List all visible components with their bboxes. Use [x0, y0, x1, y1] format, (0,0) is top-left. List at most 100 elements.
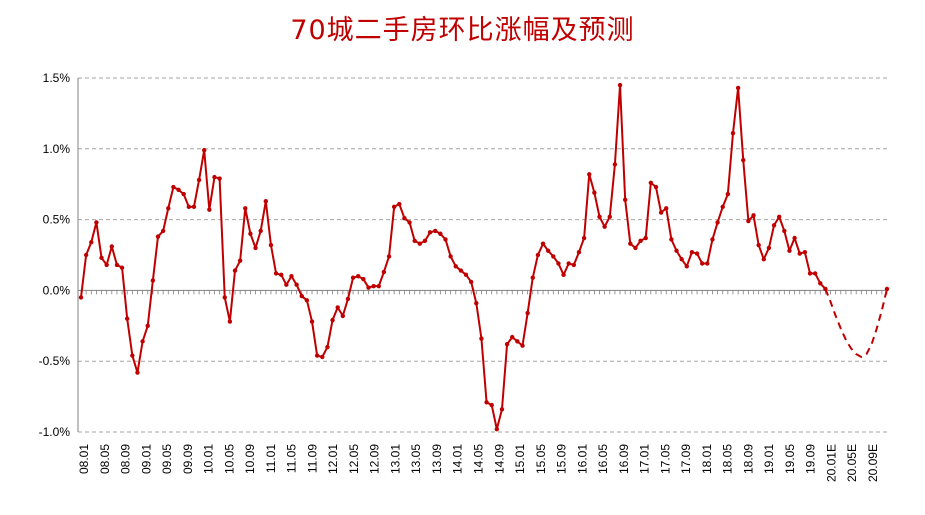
x-tick-label: 16.01	[575, 444, 589, 474]
data-point	[99, 255, 104, 261]
data-point	[607, 214, 612, 219]
data-point	[807, 271, 813, 276]
x-tick-label: 08.09	[119, 444, 133, 474]
data-point	[474, 300, 479, 306]
data-point	[597, 214, 602, 219]
x-tick-label: 15.01	[513, 444, 527, 474]
x-tick-label: 15.05	[534, 444, 548, 474]
data-point	[181, 191, 186, 197]
x-tick-label: 12.05	[347, 444, 361, 474]
data-point	[125, 316, 130, 321]
y-tick-label: 1.5%	[43, 71, 71, 85]
data-point	[525, 310, 530, 316]
x-tick-label: 11.01	[264, 444, 278, 473]
data-point	[818, 281, 823, 286]
data-point	[212, 174, 217, 180]
data-point	[787, 248, 792, 253]
data-point	[135, 370, 140, 375]
x-tick-label: 09.09	[181, 444, 195, 474]
data-point	[535, 252, 541, 258]
series-points	[78, 82, 890, 432]
series-line-forecast	[824, 288, 888, 359]
x-tick-label: 17.09	[679, 444, 693, 474]
data-point	[268, 242, 274, 248]
data-point	[109, 244, 115, 249]
data-point	[78, 295, 84, 300]
data-point	[633, 245, 638, 251]
x-tick-label: 14.09	[492, 444, 506, 474]
x-tick-label: 11.09	[305, 444, 319, 473]
data-point	[227, 319, 233, 324]
x-tick-label: 18.05	[721, 444, 735, 474]
x-tick-label: 17.05	[658, 444, 672, 474]
data-point	[530, 275, 535, 280]
data-point	[207, 207, 212, 212]
data-point	[587, 172, 592, 177]
y-tick-label: 0.5%	[43, 213, 71, 227]
data-point	[119, 265, 125, 270]
data-point	[643, 235, 648, 241]
data-point	[217, 176, 222, 181]
data-point	[715, 220, 720, 225]
data-point	[155, 234, 161, 239]
data-point	[448, 254, 453, 259]
x-tick-label: 11.05	[285, 444, 299, 473]
data-point	[417, 241, 423, 246]
data-point	[612, 162, 618, 167]
data-point	[679, 257, 684, 262]
data-point	[520, 343, 525, 348]
data-point	[468, 279, 474, 285]
x-tick-label: 10.05	[222, 444, 236, 474]
data-point	[730, 131, 736, 136]
data-point	[756, 242, 761, 248]
data-point	[622, 197, 628, 202]
data-point	[433, 228, 438, 234]
x-tick-label: 12.09	[368, 444, 382, 474]
x-tick-label: 13.09	[430, 444, 444, 474]
data-point	[551, 254, 556, 259]
data-point	[504, 342, 510, 347]
forecast-end-point	[884, 286, 890, 292]
data-point	[89, 240, 94, 245]
data-point	[499, 407, 505, 412]
data-point	[243, 206, 248, 211]
data-point	[725, 191, 731, 197]
x-tick-label: 13.05	[409, 444, 423, 474]
data-point	[94, 220, 99, 225]
data-point	[576, 249, 582, 255]
data-point	[345, 296, 351, 302]
data-point	[812, 271, 818, 276]
y-tick-label: 1.0%	[43, 142, 71, 156]
data-point	[335, 305, 340, 310]
data-point	[782, 228, 787, 234]
x-tick-label: 14.01	[451, 444, 465, 474]
data-point	[325, 344, 330, 350]
x-tick-label: 14.05	[472, 444, 486, 474]
data-point	[658, 210, 664, 215]
data-point	[222, 295, 227, 300]
data-point	[510, 334, 515, 340]
y-tick-label: 0.0%	[43, 283, 71, 297]
data-point	[689, 249, 695, 255]
x-tick-labels: 08.01 08.05 08.09 09.01 09.05 09.09 10.01 10.05…	[77, 444, 880, 482]
data-point	[653, 184, 659, 190]
data-point	[561, 272, 566, 278]
data-point	[397, 201, 402, 207]
y-tick-labels: -1.0% -0.5% 0.0% 0.5% 1.0% 1.5%	[39, 71, 71, 439]
data-point	[279, 272, 284, 278]
data-point	[705, 261, 710, 266]
x-tick-label: 17.01	[638, 444, 652, 474]
x-tick-label: 20.01E	[824, 444, 838, 482]
data-point	[453, 264, 458, 269]
data-point	[186, 204, 192, 210]
data-point	[741, 157, 746, 163]
x-tick-label: 13.01	[388, 444, 402, 474]
data-point	[463, 272, 469, 278]
series-lines	[80, 84, 888, 431]
data-point	[746, 218, 751, 224]
data-point	[427, 230, 433, 235]
x-tick-label: 19.01	[762, 444, 776, 474]
data-point	[140, 339, 145, 344]
x-tick-label: 08.05	[98, 444, 112, 474]
data-point	[735, 85, 741, 91]
